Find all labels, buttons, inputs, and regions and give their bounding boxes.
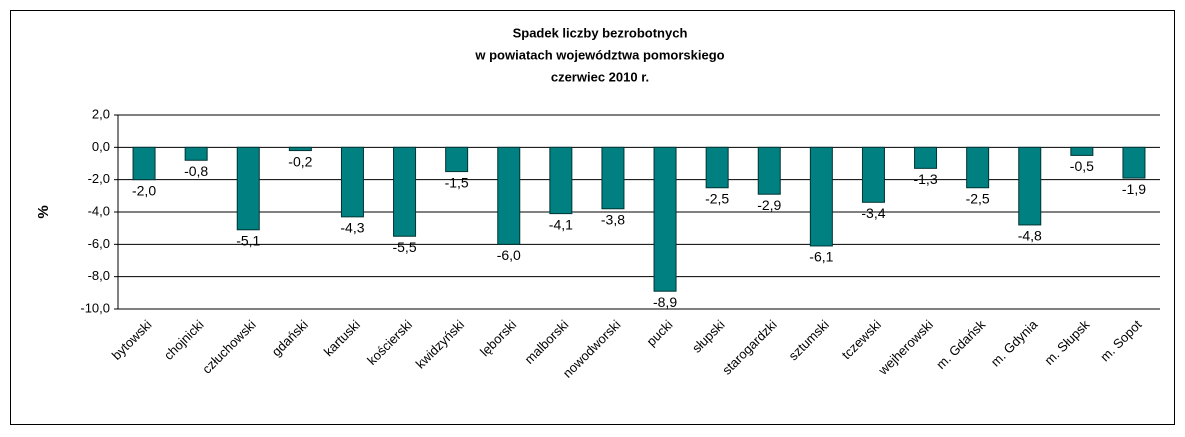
chart-title: w powiatach województwa pomorskiego <box>474 47 724 62</box>
bar <box>653 146 677 292</box>
data-label: -0,8 <box>184 163 208 179</box>
bar <box>601 146 625 210</box>
y-tick-label: -6,0 <box>88 236 110 251</box>
bar <box>132 146 156 181</box>
bar <box>1018 146 1042 226</box>
bar <box>393 146 417 237</box>
bar <box>1070 146 1094 156</box>
data-label: -2,0 <box>132 182 156 198</box>
bar <box>757 146 781 195</box>
bar <box>1122 146 1146 179</box>
data-label: -1,3 <box>913 171 937 187</box>
y-tick-label: -8,0 <box>88 268 110 283</box>
data-label: -0,5 <box>1070 158 1094 174</box>
chart-border <box>10 10 1175 425</box>
bar <box>914 146 938 169</box>
chart-title: czerwiec 2010 r. <box>551 69 649 84</box>
data-label: -0,2 <box>288 153 312 169</box>
data-label: -3,8 <box>601 211 625 227</box>
data-label: -6,1 <box>809 249 833 265</box>
data-label: -1,5 <box>445 174 469 190</box>
data-label: -5,1 <box>236 232 260 248</box>
bar <box>861 146 885 203</box>
bar <box>705 146 729 189</box>
bar <box>445 146 469 173</box>
data-label: -4,3 <box>340 220 364 236</box>
bar <box>549 146 573 215</box>
data-label: -1,9 <box>1122 181 1146 197</box>
bar <box>497 146 521 245</box>
bar <box>236 146 260 231</box>
bar <box>809 146 833 247</box>
bar <box>184 146 208 161</box>
bar <box>340 146 364 218</box>
data-label: -8,9 <box>653 294 677 310</box>
y-axis-label: % <box>35 205 52 218</box>
data-label: -2,5 <box>966 190 990 206</box>
data-label: -4,1 <box>549 216 573 232</box>
bar <box>966 146 990 189</box>
data-label: -5,5 <box>392 239 416 255</box>
data-label: -4,8 <box>1018 228 1042 244</box>
bar <box>288 146 312 152</box>
data-label: -6,0 <box>497 247 521 263</box>
y-tick-label: -10,0 <box>80 300 110 315</box>
y-tick-label: 2,0 <box>92 106 110 121</box>
y-tick-label: -2,0 <box>88 171 110 186</box>
y-tick-label: 0,0 <box>92 139 110 154</box>
data-label: -3,4 <box>861 205 885 221</box>
y-tick-label: -4,0 <box>88 203 110 218</box>
chart-title: Spadek liczby bezrobotnych <box>513 25 688 40</box>
data-label: -2,5 <box>705 190 729 206</box>
data-label: -2,9 <box>757 197 781 213</box>
